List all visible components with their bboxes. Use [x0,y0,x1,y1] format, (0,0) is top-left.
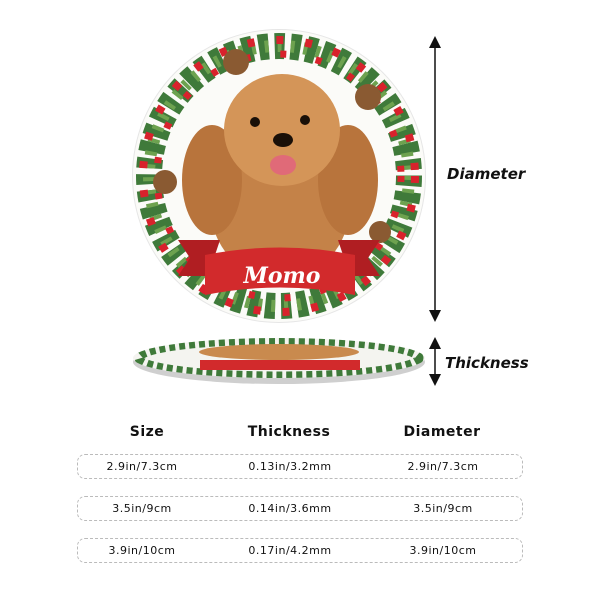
thickness-label: Thickness [445,354,529,372]
thickness-cell: 0.17in/4.2mm [248,544,332,557]
table-row: 3.9in/10cm 0.17in/4.2mm 3.9in/10cm [77,538,523,563]
header-diameter: Diameter [403,424,481,440]
table-row: 3.5in/9cm 0.14in/3.6mm 3.5in/9cm [77,496,523,521]
diameter-cell: 3.5in/9cm [413,502,473,515]
header-size: Size [129,424,165,440]
coaster-side-view [133,338,425,384]
size-cell: 2.9in/7.3cm [106,460,178,473]
thickness-cell: 0.13in/3.2mm [248,460,332,473]
size-cell: 3.9in/10cm [108,544,176,557]
size-cell: 3.5in/9cm [112,502,172,515]
coaster-top-view: Momo [132,29,426,323]
thickness-cell: 0.14in/3.6mm [248,502,332,515]
diameter-cell: 2.9in/7.3cm [407,460,479,473]
diameter-label: Diameter [447,165,526,183]
header-thickness: Thickness [247,424,331,440]
diameter-cell: 3.9in/10cm [409,544,477,557]
ribbon-name-text: Momo [243,263,321,289]
table-row: 2.9in/7.3cm 0.13in/3.2mm 2.9in/7.3cm [77,454,523,479]
product-illustration: Momo [132,29,441,386]
